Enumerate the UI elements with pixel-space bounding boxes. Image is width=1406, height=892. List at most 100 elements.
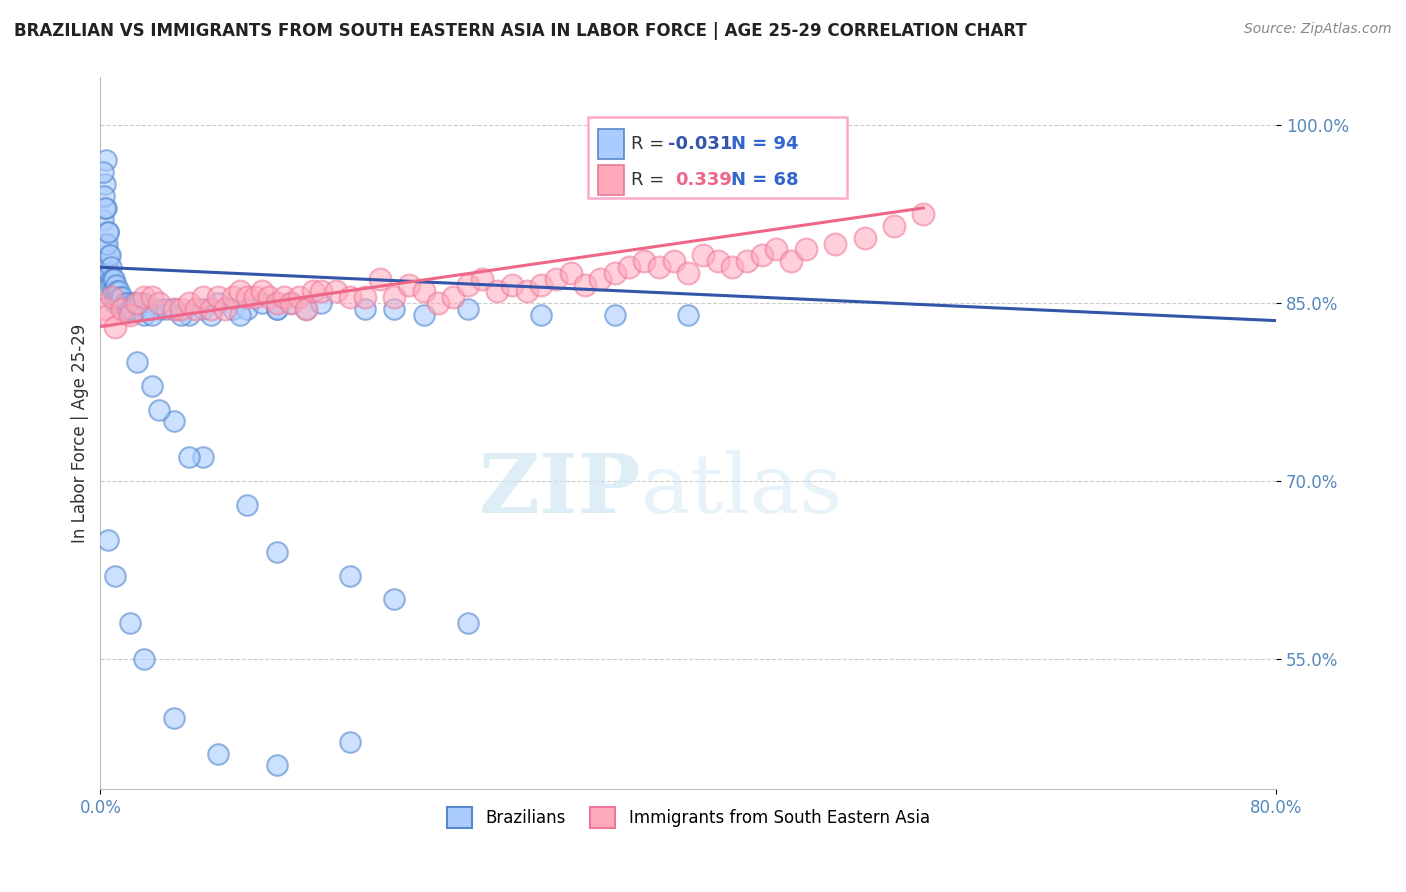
Point: [516, 284, 538, 298]
Point: [98, 248, 121, 262]
Point: [619, 260, 641, 275]
Point: [633, 254, 655, 268]
Point: [243, 290, 266, 304]
Point: [280, 296, 302, 310]
Point: [302, 284, 325, 298]
Point: [163, 711, 186, 725]
Point: [824, 236, 846, 251]
FancyBboxPatch shape: [588, 117, 846, 198]
Point: [127, 355, 149, 369]
Point: [765, 243, 787, 257]
Point: [339, 568, 361, 582]
Point: [103, 284, 125, 298]
Point: [97, 533, 120, 547]
Point: [127, 296, 149, 310]
Point: [101, 290, 124, 304]
Point: [96, 153, 118, 168]
FancyBboxPatch shape: [598, 129, 623, 160]
Point: [339, 735, 361, 749]
Point: [134, 290, 156, 304]
Point: [155, 301, 177, 316]
Point: [229, 308, 252, 322]
Point: [530, 308, 553, 322]
Point: [118, 301, 141, 316]
Point: [259, 290, 281, 304]
Point: [457, 301, 479, 316]
Point: [177, 308, 200, 322]
Point: [912, 207, 935, 221]
Point: [100, 260, 122, 275]
Point: [193, 450, 215, 464]
Point: [441, 290, 464, 304]
Point: [603, 308, 626, 322]
Point: [163, 414, 186, 428]
Point: [105, 290, 128, 304]
Point: [118, 308, 141, 322]
Point: [486, 284, 509, 298]
Point: [751, 248, 773, 262]
Point: [706, 254, 728, 268]
Point: [107, 290, 129, 304]
Point: [131, 296, 153, 310]
Point: [735, 254, 758, 268]
Point: [148, 296, 170, 310]
Point: [148, 402, 170, 417]
Point: [101, 272, 124, 286]
Point: [427, 296, 450, 310]
Point: [382, 592, 405, 607]
Point: [544, 272, 567, 286]
Point: [105, 284, 128, 298]
Point: [236, 498, 259, 512]
Point: [184, 301, 207, 316]
Text: -0.031: -0.031: [668, 136, 733, 153]
Point: [97, 308, 120, 322]
Point: [560, 266, 582, 280]
Point: [134, 296, 156, 310]
Text: Source: ZipAtlas.com: Source: ZipAtlas.com: [1244, 22, 1392, 37]
Point: [250, 296, 273, 310]
Point: [662, 254, 685, 268]
Point: [398, 278, 420, 293]
Text: N = 68: N = 68: [731, 171, 799, 189]
Text: R =: R =: [631, 171, 675, 189]
Point: [412, 308, 434, 322]
Point: [91, 165, 114, 179]
Text: ZIP: ZIP: [478, 450, 641, 530]
Point: [103, 272, 125, 286]
Point: [207, 296, 229, 310]
Point: [170, 308, 193, 322]
Point: [412, 284, 434, 298]
Point: [97, 225, 120, 239]
Point: [200, 301, 222, 316]
Point: [266, 545, 288, 559]
Point: [104, 568, 127, 582]
Point: [236, 290, 259, 304]
FancyBboxPatch shape: [598, 165, 623, 194]
Text: atlas: atlas: [641, 450, 844, 530]
Point: [457, 616, 479, 631]
Point: [177, 296, 200, 310]
Point: [853, 230, 876, 244]
Text: R =: R =: [631, 136, 669, 153]
Legend: Brazilians, Immigrants from South Eastern Asia: Brazilians, Immigrants from South Easter…: [440, 801, 936, 834]
Point: [134, 308, 156, 322]
Point: [122, 296, 145, 310]
Point: [309, 296, 332, 310]
Point: [295, 301, 318, 316]
Point: [266, 296, 288, 310]
Point: [780, 254, 803, 268]
Point: [115, 301, 138, 316]
Point: [141, 301, 163, 316]
Point: [114, 296, 136, 310]
Point: [100, 278, 122, 293]
Point: [141, 290, 163, 304]
Point: [382, 301, 405, 316]
Point: [96, 201, 118, 215]
Point: [200, 308, 222, 322]
Text: N = 94: N = 94: [731, 136, 799, 153]
Point: [266, 301, 288, 316]
Text: BRAZILIAN VS IMMIGRANTS FROM SOUTH EASTERN ASIA IN LABOR FORCE | AGE 25-29 CORRE: BRAZILIAN VS IMMIGRANTS FROM SOUTH EASTE…: [14, 22, 1026, 40]
Point: [382, 290, 405, 304]
Point: [193, 301, 215, 316]
Point: [325, 284, 347, 298]
